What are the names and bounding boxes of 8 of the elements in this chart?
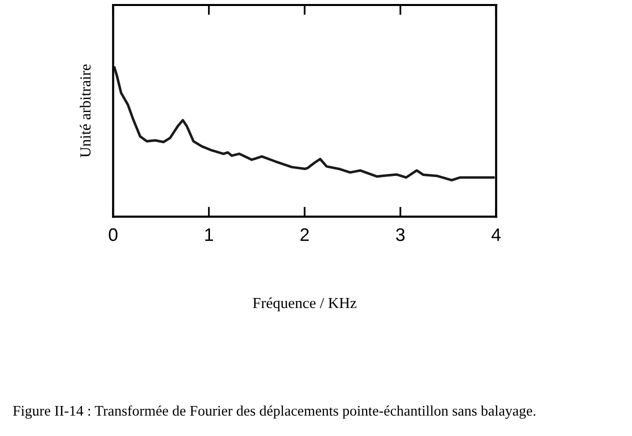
y-axis-title: Unité arbitraire: [80, 64, 91, 158]
x-tick-label: 4: [492, 228, 501, 241]
x-tick-label: 3: [396, 228, 405, 242]
text: Figure II-14 : Transformée de Fourier des déplacements pointe-échantillon sans balayage.: [13, 405, 536, 419]
x-tick-label: 0: [108, 228, 118, 242]
x-axis-title: Fréquence / KHz: [252, 297, 356, 312]
x-tick-label: 2: [300, 228, 309, 241]
x-tick-label: 1: [205, 228, 214, 241]
